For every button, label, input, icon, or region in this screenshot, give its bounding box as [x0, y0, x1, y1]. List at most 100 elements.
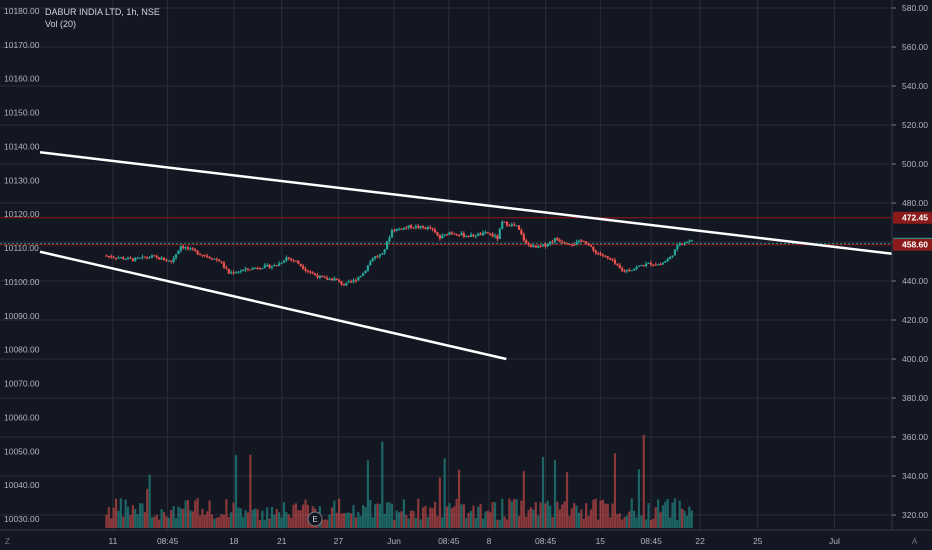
- candle-body: [690, 240, 693, 242]
- candle-body: [659, 264, 662, 266]
- auto-scale-toggle[interactable]: A: [912, 537, 918, 546]
- volume-bar: [393, 519, 396, 528]
- volume-bar: [266, 507, 269, 528]
- volume-bar: [141, 503, 144, 528]
- legend: DABUR INDIA LTD, 1h, NSE Vol (20): [45, 7, 160, 29]
- candle-body: [556, 238, 559, 241]
- volume-bar: [669, 517, 672, 528]
- volume-bar: [541, 456, 545, 528]
- candle-body: [107, 256, 110, 258]
- candle-body: [609, 257, 612, 260]
- candle-body: [174, 254, 178, 259]
- volume-bar: [194, 500, 197, 528]
- candle-body: [184, 247, 187, 249]
- volume-bar: [352, 504, 355, 528]
- right-axis-label: 380.00: [902, 393, 928, 403]
- volume-bar: [599, 500, 602, 528]
- candle-body: [433, 229, 437, 233]
- candle-body: [316, 275, 319, 278]
- volume-bar: [551, 517, 554, 528]
- candle-body: [546, 244, 549, 247]
- volume-bar: [138, 503, 142, 528]
- candle-body: [630, 270, 633, 272]
- candle-body: [582, 240, 585, 242]
- right-axis-label: 440.00: [902, 276, 928, 286]
- candle-body: [373, 256, 377, 259]
- volume-bar: [268, 518, 271, 528]
- candle-body: [642, 265, 645, 267]
- time-axis-label: Jul: [829, 536, 840, 546]
- event-marker[interactable]: E: [307, 511, 323, 527]
- candle-body: [388, 237, 391, 242]
- volume-bar: [227, 517, 230, 528]
- volume-bar: [390, 503, 393, 528]
- volume-bar: [335, 512, 338, 528]
- candle-body: [532, 245, 535, 248]
- candle-body: [364, 270, 367, 274]
- candle-body: [196, 250, 199, 255]
- volume-bar: [474, 518, 477, 528]
- volume-bar: [537, 515, 540, 528]
- price-badge-label: 458.60: [902, 240, 928, 250]
- volume-bar: [501, 498, 504, 528]
- candle-body: [563, 242, 566, 244]
- volume-bar: [270, 506, 274, 528]
- volume-bar: [467, 512, 470, 528]
- candle-body: [282, 260, 286, 263]
- candle-body: [565, 243, 569, 245]
- volume-bar: [522, 471, 525, 528]
- candle-body: [570, 244, 573, 246]
- earnings-event-icon[interactable]: [307, 511, 323, 527]
- candle-body: [604, 255, 607, 257]
- candle-body: [683, 242, 686, 244]
- candle-body: [688, 241, 691, 243]
- candle-body: [395, 228, 398, 231]
- price-badges: 472.45459.10458.60: [893, 211, 932, 251]
- volume-bar: [182, 509, 185, 528]
- candle-body: [222, 262, 226, 268]
- z-label[interactable]: Z: [5, 537, 10, 546]
- volume-bar: [208, 500, 211, 528]
- candle-body: [441, 235, 444, 239]
- price-badge-bg: [893, 211, 932, 224]
- volume-bar: [414, 517, 417, 528]
- volume-bar: [148, 474, 151, 528]
- candle-body: [213, 258, 216, 260]
- candle-body: [148, 257, 151, 259]
- candle-body: [491, 234, 494, 237]
- volume-bar: [417, 498, 420, 528]
- volume-bar: [131, 505, 134, 528]
- candle-body: [496, 235, 499, 239]
- volume-bar: [405, 515, 408, 528]
- volume-bar: [661, 505, 665, 528]
- volume-bar: [654, 507, 657, 528]
- candle-body: [321, 275, 324, 278]
- left-axis-label: 10050.00: [4, 446, 40, 456]
- price-level-lines: [0, 217, 892, 246]
- candle-body: [647, 262, 650, 264]
- trendline-upper[interactable]: [39, 151, 893, 255]
- candle-body: [160, 258, 163, 260]
- volume-bar: [136, 514, 139, 528]
- candle-body: [381, 253, 384, 255]
- volume-bar: [443, 458, 446, 528]
- volume-bar: [186, 499, 190, 528]
- volume-bar: [218, 517, 221, 528]
- volume-bar: [373, 504, 377, 528]
- candle-body: [234, 272, 238, 274]
- candle-body: [426, 227, 429, 229]
- left-axis-label: 10090.00: [4, 311, 40, 321]
- volume-bar: [431, 508, 434, 528]
- candle-body: [633, 268, 636, 271]
- candle-body: [673, 249, 677, 256]
- candlesticks: [105, 220, 693, 287]
- volume-bar: [285, 512, 288, 528]
- trendlines[interactable]: [39, 151, 893, 361]
- time-axis-label: 21: [277, 536, 287, 546]
- volume-bar: [587, 516, 590, 528]
- trendline-lower[interactable]: [39, 250, 507, 361]
- candle-body: [227, 268, 230, 274]
- candle-body: [376, 256, 379, 258]
